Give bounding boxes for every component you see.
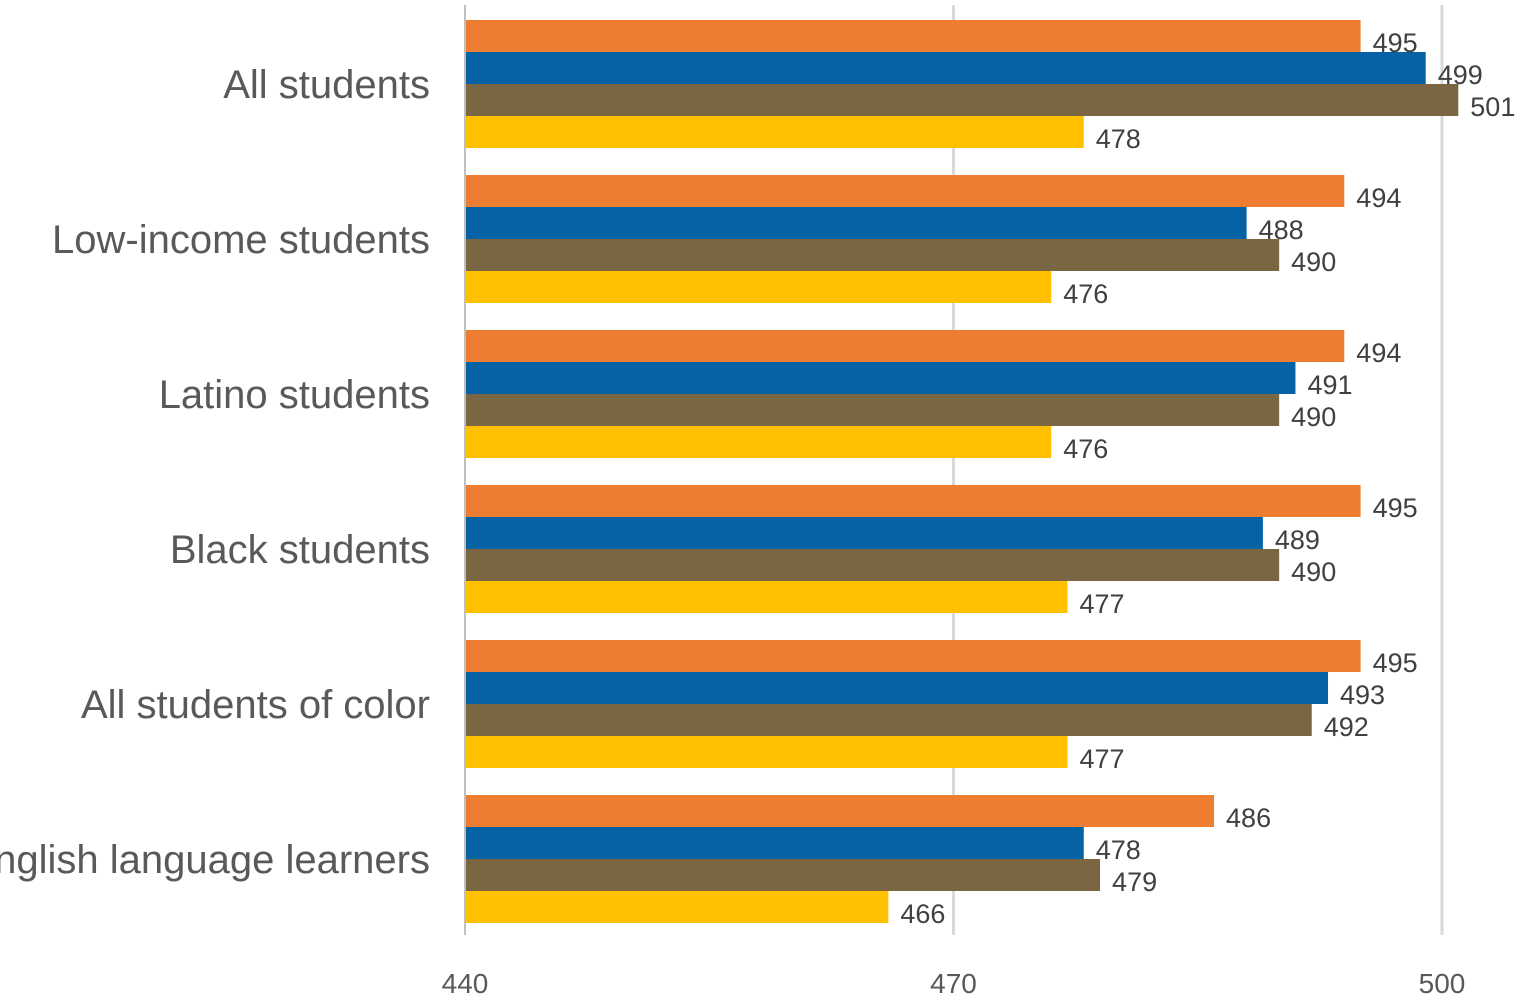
data-label-3-0: 495 [1373, 493, 1418, 523]
data-label-1-2: 490 [1291, 247, 1336, 277]
data-label-0-2: 501 [1470, 92, 1515, 122]
tick-label-440: 440 [442, 968, 489, 999]
data-label-1-0: 494 [1356, 183, 1401, 213]
bar-0-1 [465, 52, 1426, 84]
data-label-2-2: 490 [1291, 402, 1336, 432]
bar-1-0 [465, 175, 1344, 207]
data-label-1-3: 476 [1063, 279, 1108, 309]
data-labels: 4954995014784944884904764944914904764954… [900, 28, 1515, 929]
bar-5-1 [465, 827, 1084, 859]
bars [465, 20, 1458, 923]
category-label-1: Low-income students [52, 218, 430, 262]
data-label-1-1: 488 [1259, 215, 1304, 245]
tick-labels: 440 470 500 [442, 968, 1466, 999]
category-label-4: All students of color [81, 683, 430, 727]
bar-4-3 [465, 736, 1067, 768]
category-label-0: All students [223, 63, 430, 107]
data-label-3-3: 477 [1079, 589, 1124, 619]
data-label-4-1: 493 [1340, 680, 1385, 710]
category-label-3: Black students [170, 528, 430, 572]
bar-0-2 [465, 84, 1458, 116]
data-label-5-1: 478 [1096, 835, 1141, 865]
data-label-4-0: 495 [1373, 648, 1418, 678]
data-label-0-1: 499 [1438, 60, 1483, 90]
bar-4-2 [465, 704, 1312, 736]
bar-1-1 [465, 207, 1247, 239]
data-label-2-3: 476 [1063, 434, 1108, 464]
bar-2-2 [465, 394, 1279, 426]
bar-1-3 [465, 271, 1051, 303]
tick-label-500: 500 [1419, 968, 1466, 999]
bar-3-0 [465, 485, 1361, 517]
bar-0-0 [465, 20, 1361, 52]
data-label-5-0: 486 [1226, 803, 1271, 833]
bar-3-1 [465, 517, 1263, 549]
data-label-2-1: 491 [1307, 370, 1352, 400]
data-label-0-0: 495 [1373, 28, 1418, 58]
bar-4-0 [465, 640, 1361, 672]
bar-3-3 [465, 581, 1067, 613]
bar-2-0 [465, 330, 1344, 362]
data-label-4-2: 492 [1324, 712, 1369, 742]
data-label-5-2: 479 [1112, 867, 1157, 897]
bar-2-1 [465, 362, 1295, 394]
data-label-4-3: 477 [1079, 744, 1124, 774]
data-label-5-3: 466 [900, 899, 945, 929]
category-labels: All students Low-income students Latino st… [0, 63, 430, 882]
bar-5-3 [465, 891, 888, 923]
bar-2-3 [465, 426, 1051, 458]
category-label-5: English language learners [0, 838, 430, 882]
bar-4-1 [465, 672, 1328, 704]
bar-5-2 [465, 859, 1100, 891]
bar-5-0 [465, 795, 1214, 827]
bar-0-3 [465, 116, 1084, 148]
bar-1-2 [465, 239, 1279, 271]
category-label-2: Latino students [159, 373, 430, 417]
data-label-2-0: 494 [1356, 338, 1401, 368]
data-label-3-2: 490 [1291, 557, 1336, 587]
data-label-3-1: 489 [1275, 525, 1320, 555]
tick-label-470: 470 [930, 968, 977, 999]
bar-3-2 [465, 549, 1279, 581]
data-label-0-3: 478 [1096, 124, 1141, 154]
